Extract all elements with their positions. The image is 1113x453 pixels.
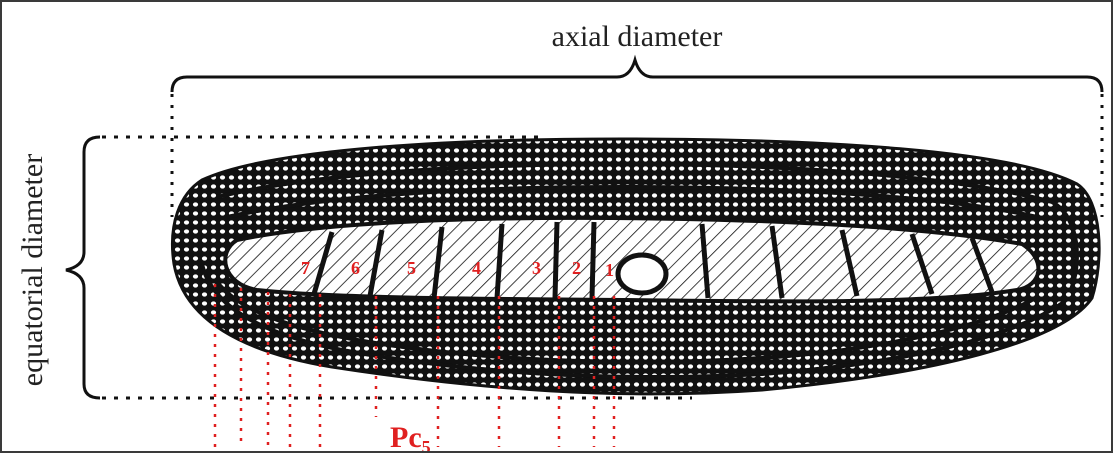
chamber-number-3: 3 [532,258,541,278]
equatorial-bracket [65,135,101,400]
pc5-subscript: 5 [422,437,431,451]
equatorial-diameter-label: equatorial diameter [16,154,49,386]
chamber-number-6: 6 [351,258,360,278]
chamber-number-4: 4 [472,258,481,278]
chamber-guide-lines [213,284,616,447]
chamber-number-2: 2 [572,258,581,278]
axial-bracket [170,54,1104,93]
chamber-number-1: 1 [605,260,614,280]
pc5-main: Pc [390,421,422,451]
chamber-number-5: 5 [407,258,416,278]
proloculus [615,252,669,296]
chamber-number-7: 7 [301,258,310,278]
pc5-label: Pc5 [390,421,431,451]
axial-diameter-label: axial diameter [552,20,723,53]
